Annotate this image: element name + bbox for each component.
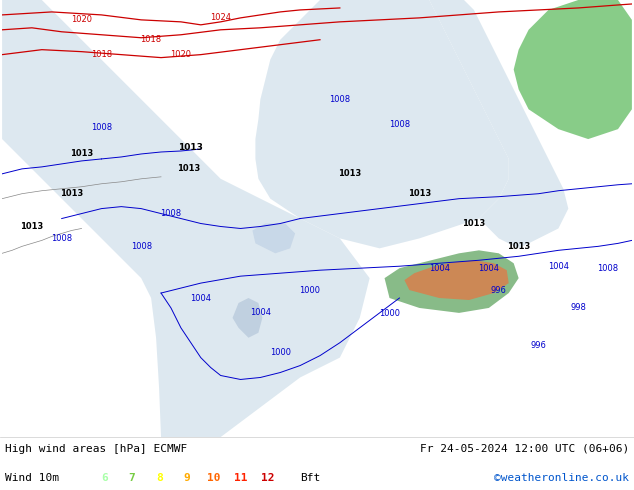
Text: 1013: 1013 <box>462 219 486 228</box>
Text: 996: 996 <box>531 341 547 350</box>
Text: 1008: 1008 <box>131 242 152 251</box>
Polygon shape <box>256 0 508 248</box>
Text: 1008: 1008 <box>160 209 181 218</box>
Text: 1013: 1013 <box>178 164 200 173</box>
Text: 1013: 1013 <box>507 242 530 251</box>
Text: 1013: 1013 <box>338 170 361 178</box>
Polygon shape <box>429 0 568 248</box>
Text: 996: 996 <box>491 286 507 294</box>
Text: 1008: 1008 <box>91 122 112 132</box>
Text: 1008: 1008 <box>597 264 619 273</box>
Text: ©weatheronline.co.uk: ©weatheronline.co.uk <box>494 473 629 483</box>
Text: 1000: 1000 <box>269 348 291 357</box>
Text: 9: 9 <box>183 473 190 483</box>
Text: 1008: 1008 <box>51 234 72 243</box>
Text: 1013: 1013 <box>20 222 44 231</box>
Text: 1018: 1018 <box>91 50 112 59</box>
Text: 1013: 1013 <box>178 143 204 151</box>
Text: 6: 6 <box>101 473 108 483</box>
Text: Wind 10m: Wind 10m <box>5 473 59 483</box>
Polygon shape <box>385 250 519 313</box>
Text: 1024: 1024 <box>210 13 231 23</box>
Text: 1013: 1013 <box>60 189 83 198</box>
Text: 1013: 1013 <box>408 189 431 198</box>
Polygon shape <box>514 0 632 139</box>
Polygon shape <box>252 223 295 253</box>
Text: 1004: 1004 <box>190 294 211 302</box>
Text: Fr 24-05-2024 12:00 UTC (06+06): Fr 24-05-2024 12:00 UTC (06+06) <box>420 444 629 454</box>
Text: 1018: 1018 <box>141 35 162 44</box>
Text: 11: 11 <box>234 473 248 483</box>
Text: 998: 998 <box>571 303 586 313</box>
Text: 1004: 1004 <box>250 308 271 318</box>
Text: 1008: 1008 <box>389 120 410 129</box>
Polygon shape <box>2 0 370 437</box>
Text: 1004: 1004 <box>478 264 500 273</box>
Text: 7: 7 <box>129 473 135 483</box>
Text: 1020: 1020 <box>71 15 92 24</box>
Text: 1004: 1004 <box>429 264 450 273</box>
Text: Bft: Bft <box>301 473 321 483</box>
Text: 1000: 1000 <box>379 309 400 318</box>
Text: 1008: 1008 <box>329 95 351 104</box>
Polygon shape <box>404 260 508 300</box>
Text: 12: 12 <box>261 473 275 483</box>
Polygon shape <box>233 298 262 338</box>
Text: 1000: 1000 <box>299 286 321 294</box>
Text: 1013: 1013 <box>70 149 93 158</box>
Text: 8: 8 <box>156 473 162 483</box>
Text: 1020: 1020 <box>171 50 191 59</box>
Text: 10: 10 <box>207 473 221 483</box>
Text: 1004: 1004 <box>548 262 569 270</box>
Text: High wind areas [hPa] ECMWF: High wind areas [hPa] ECMWF <box>5 444 187 454</box>
